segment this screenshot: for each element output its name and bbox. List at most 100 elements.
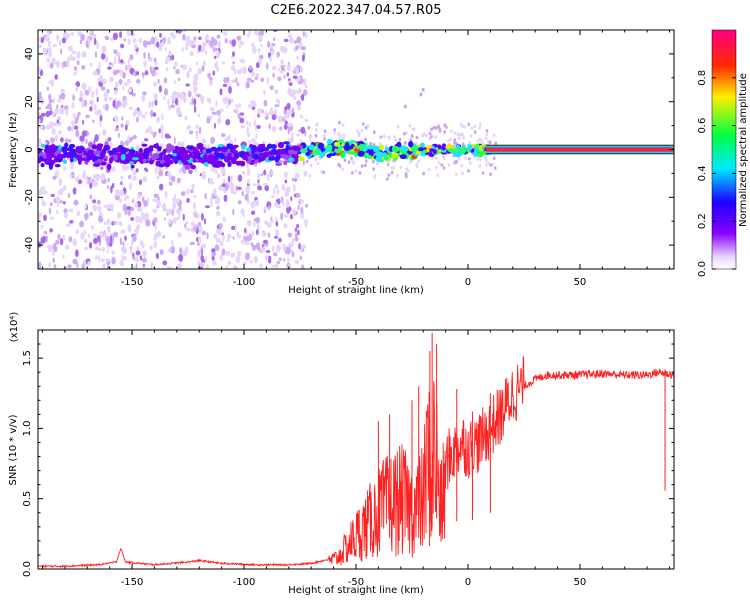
ridge-point xyxy=(129,160,133,166)
noise-point xyxy=(154,99,158,106)
noise-point xyxy=(186,197,190,203)
noise-point xyxy=(51,128,56,136)
noise-point xyxy=(316,161,320,166)
noise-point xyxy=(92,33,97,40)
noise-point xyxy=(111,182,115,189)
noise-point xyxy=(186,188,190,195)
ridge-point xyxy=(69,156,74,163)
noise-point xyxy=(297,80,303,85)
noise-point xyxy=(164,217,166,221)
noise-point xyxy=(212,70,216,76)
noise-point xyxy=(263,206,267,211)
noise-point xyxy=(198,126,202,134)
noise-point xyxy=(118,78,123,85)
noise-point xyxy=(288,82,293,86)
noise-point xyxy=(229,181,234,186)
noise-point xyxy=(185,227,191,232)
noise-point xyxy=(153,193,159,199)
noise-point xyxy=(98,215,103,223)
noise-point xyxy=(437,161,441,165)
noise-point xyxy=(47,244,52,248)
ridge-point xyxy=(152,153,160,159)
noise-point xyxy=(176,216,180,221)
noise-point xyxy=(386,177,389,181)
noise-point xyxy=(440,163,444,167)
noise-point xyxy=(185,220,189,225)
noise-point xyxy=(85,138,88,145)
noise-point xyxy=(180,94,183,102)
noise-point xyxy=(152,198,157,202)
y-tick-label: 0.5 xyxy=(22,491,33,507)
noise-point xyxy=(244,240,250,246)
noise-point xyxy=(252,220,256,228)
noise-point xyxy=(128,174,132,180)
noise-point xyxy=(153,233,158,241)
noise-point xyxy=(195,132,198,141)
noise-point xyxy=(282,46,288,54)
noise-point xyxy=(145,168,149,173)
noise-point xyxy=(286,102,291,110)
noise-point xyxy=(478,122,482,127)
ridge-point xyxy=(141,154,147,160)
noise-point xyxy=(434,126,438,130)
noise-point xyxy=(390,165,394,170)
spectrogram-panel: -150 -100 -50 0 50 -40 -20 0 20 40 Height of stra… xyxy=(8,29,675,296)
noise-point xyxy=(120,123,124,128)
noise-point xyxy=(283,223,288,229)
carrier-band-inner xyxy=(485,147,674,152)
x-tick-label: 50 xyxy=(574,277,587,288)
noise-point xyxy=(144,70,149,76)
ridge-point xyxy=(227,161,232,167)
ridge-point xyxy=(258,147,266,153)
noise-point xyxy=(107,177,110,183)
noise-point xyxy=(411,127,415,131)
noise-point xyxy=(52,97,55,104)
noise-point xyxy=(217,40,222,49)
noise-point xyxy=(257,222,260,229)
noise-point xyxy=(155,252,160,259)
noise-point xyxy=(81,65,86,70)
noise-point xyxy=(323,137,327,141)
noise-point xyxy=(291,177,296,182)
ridge-point xyxy=(46,152,54,159)
noise-point xyxy=(117,212,122,219)
noise-point xyxy=(199,173,202,177)
noise-point xyxy=(75,229,79,235)
noise-point xyxy=(260,43,263,48)
noise-point xyxy=(67,56,70,64)
noise-point xyxy=(149,65,152,74)
ridge-point xyxy=(202,154,208,159)
noise-point xyxy=(351,171,354,175)
noise-point xyxy=(238,103,242,109)
ridge-point xyxy=(196,142,204,149)
noise-point xyxy=(59,107,65,115)
noise-point xyxy=(237,200,242,205)
ridge-point xyxy=(56,144,62,151)
noise-point xyxy=(132,170,137,176)
noise-point xyxy=(141,94,146,103)
noise-point xyxy=(209,76,213,81)
noise-point xyxy=(197,249,202,258)
noise-point xyxy=(235,256,241,264)
noise-point xyxy=(408,124,412,128)
noise-point xyxy=(50,193,55,198)
noise-point xyxy=(493,166,497,170)
noise-point xyxy=(46,86,50,91)
noise-point xyxy=(83,169,86,176)
noise-point xyxy=(267,205,271,211)
noise-point xyxy=(224,38,228,44)
noise-point xyxy=(83,229,87,236)
noise-point xyxy=(262,231,267,237)
noise-point xyxy=(250,100,255,104)
noise-point xyxy=(201,173,207,180)
noise-point xyxy=(274,104,280,108)
ridge-point xyxy=(99,151,105,157)
ridge-point xyxy=(207,155,214,161)
noise-point xyxy=(302,31,305,37)
noise-point xyxy=(38,106,42,110)
noise-point xyxy=(94,110,100,116)
noise-point xyxy=(453,131,457,135)
noise-point xyxy=(275,262,279,269)
noise-point xyxy=(135,250,141,256)
noise-point xyxy=(236,186,242,190)
